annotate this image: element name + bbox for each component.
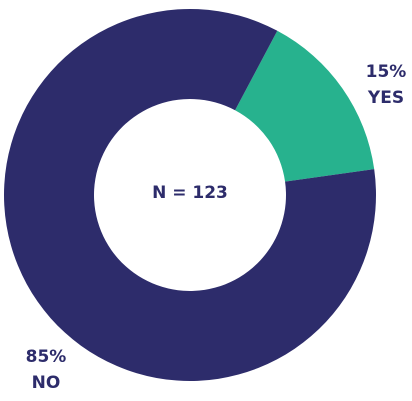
- value-label: 85%: [26, 347, 67, 367]
- category-label: NO: [32, 373, 61, 393]
- center-label: N = 123: [152, 183, 228, 203]
- slice: [4, 9, 376, 382]
- value-label: 15%: [366, 62, 407, 82]
- slice: [235, 30, 375, 182]
- category-label: YES: [367, 88, 404, 108]
